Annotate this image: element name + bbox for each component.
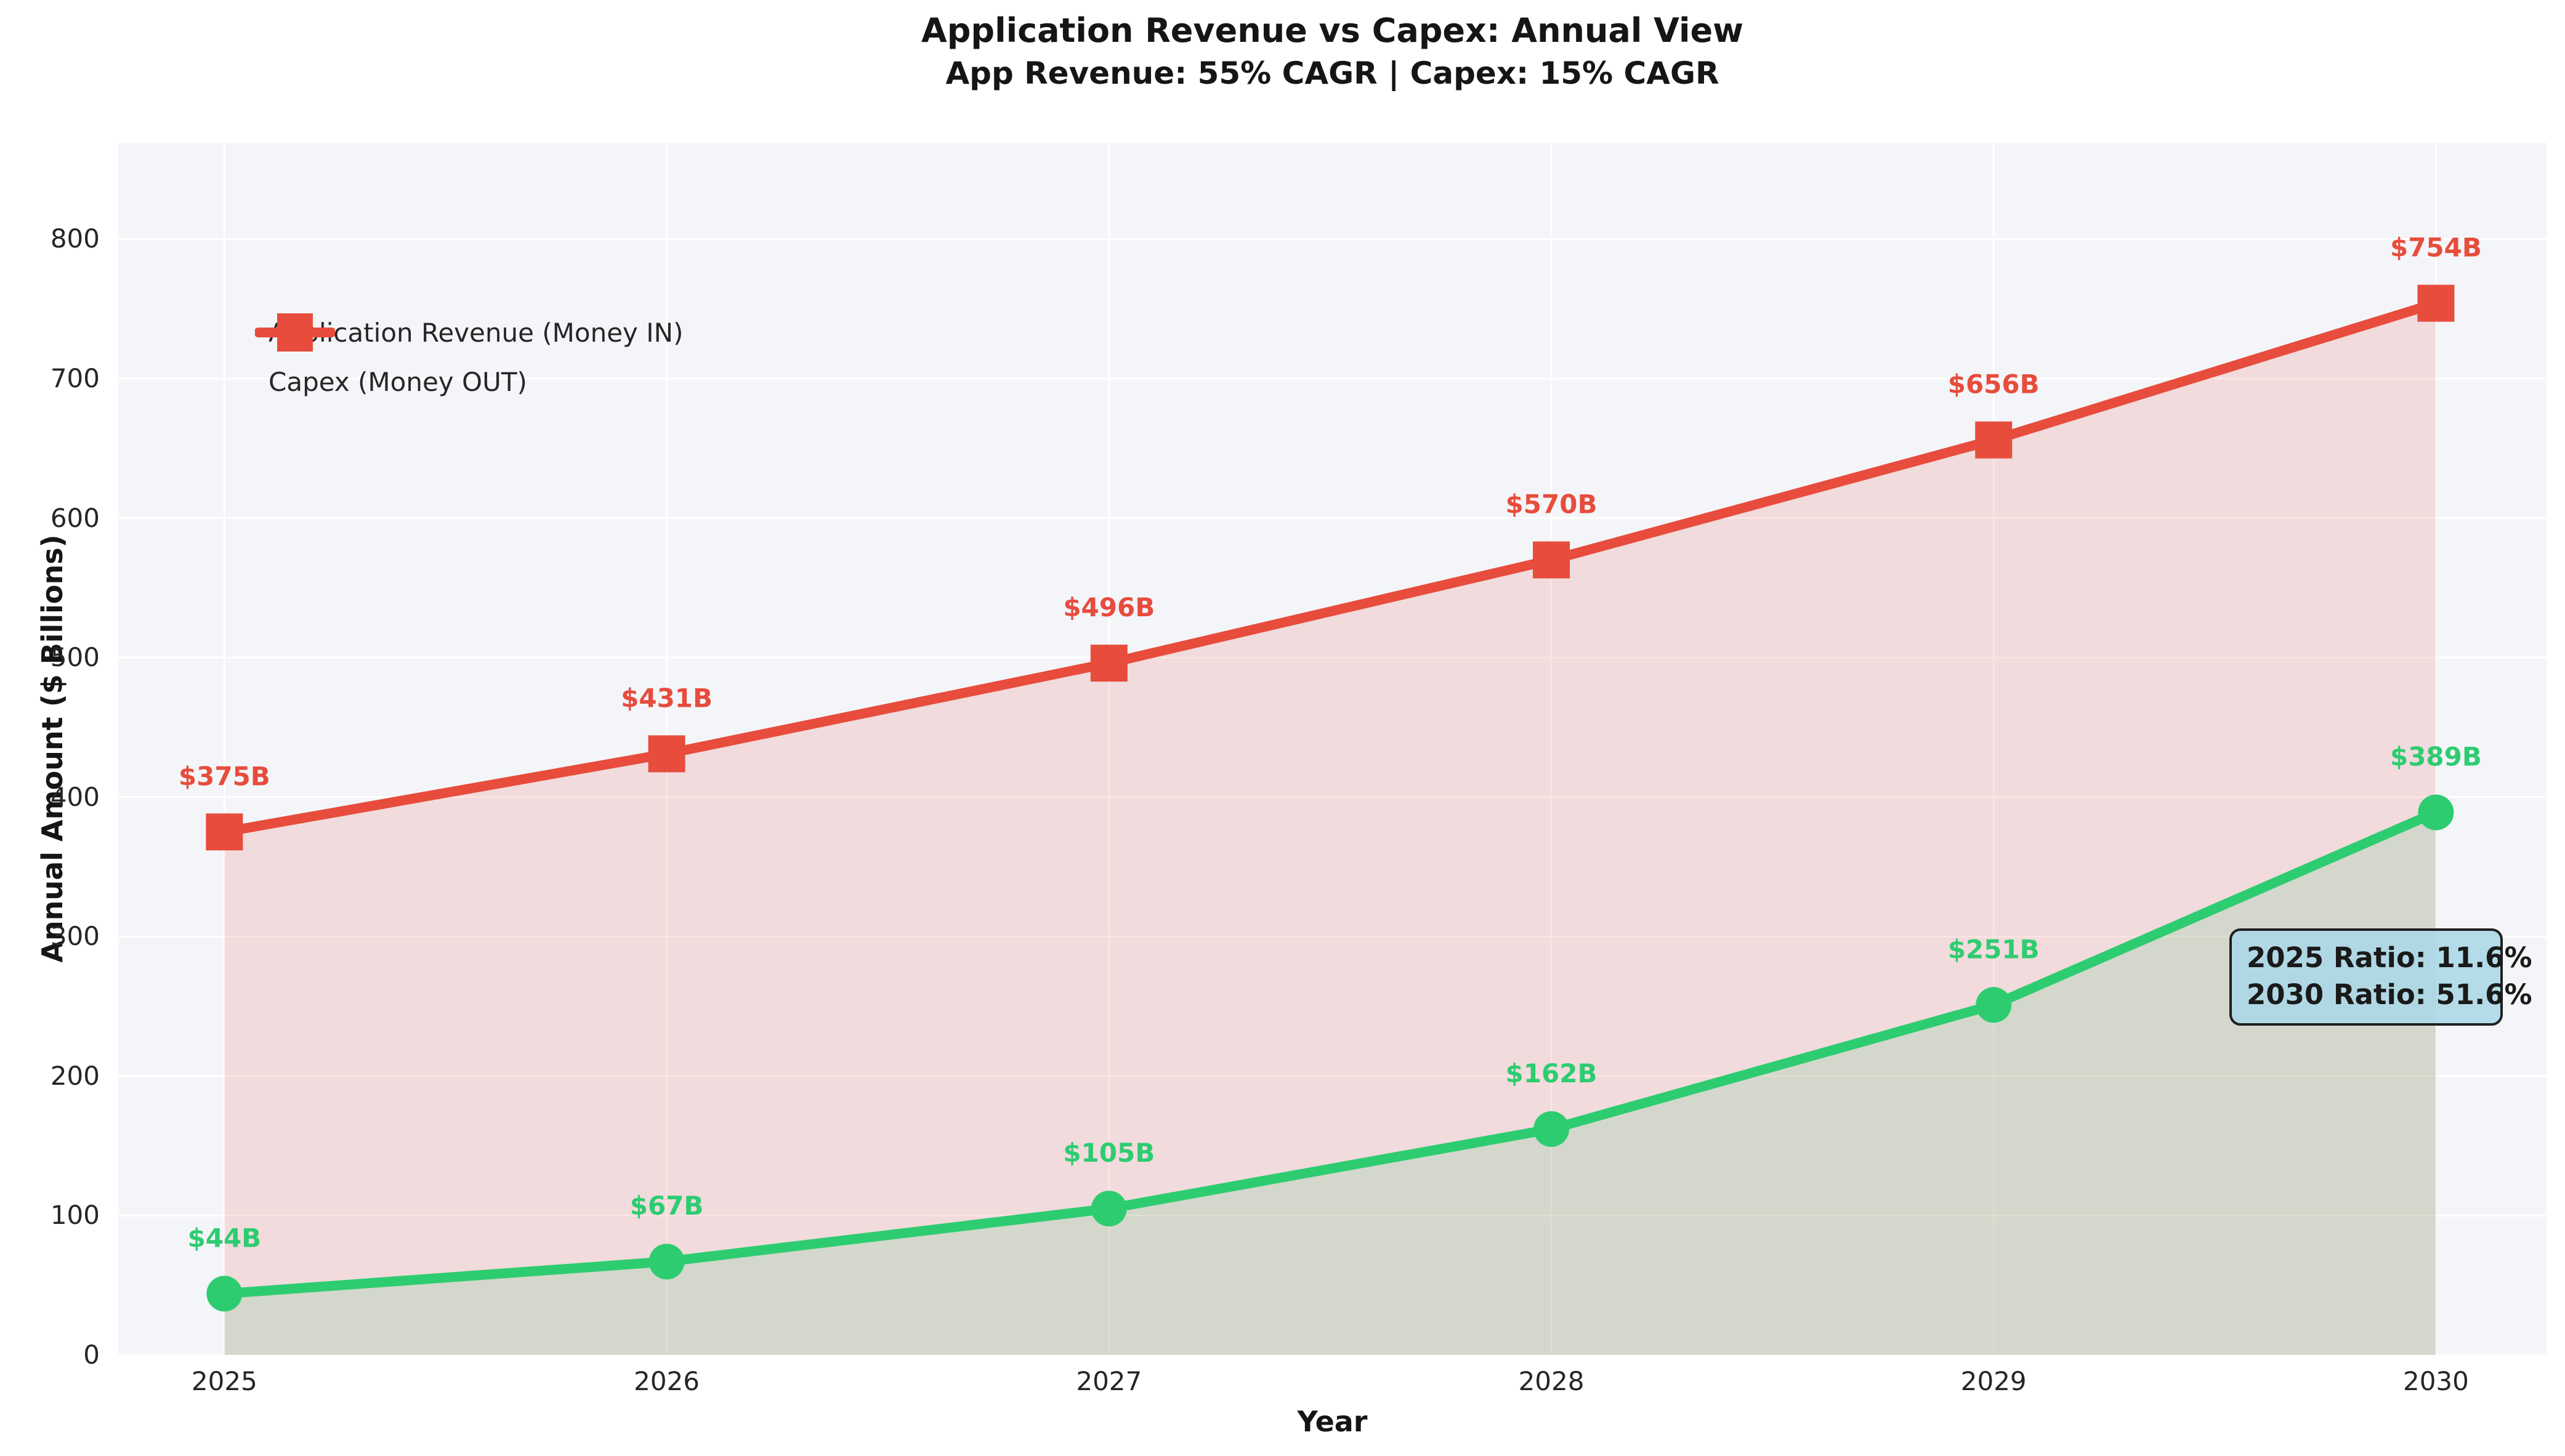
y-tick-label: 500 [50,642,100,673]
x-tick-label: 2028 [1518,1366,1585,1396]
plot-area: $44B $67B $105B $162B $251B $389B $375B $431B $4… [118,143,2547,1355]
point-label: $44B [188,1223,262,1253]
marker-circle [1976,987,2012,1023]
marker-square [648,735,685,773]
area-fill-revenue [224,812,2436,1355]
point-label: $67B [630,1191,704,1221]
point-label: $105B [1063,1138,1155,1168]
legend-label-revenue: Application Revenue (Money IN) [269,317,684,348]
marker-square [1090,645,1128,682]
y-tick-label: 300 [50,921,100,952]
x-axis-title: Year [1297,1405,1368,1438]
ratio-annotation-box: 2025 Ratio: 11.6% 2030 Ratio: 51.6% [2229,928,2532,1026]
marker-square [206,813,243,851]
marker-circle [1091,1191,1127,1227]
chart-title: Application Revenue vs Capex: Annual Vie… [921,11,1744,50]
chart-canvas: $44B $67B $105B $162B $251B $389B $375B $431B $4… [118,143,2547,1355]
x-tick-label: 2030 [2402,1366,2469,1396]
y-tick-label: 100 [50,1200,100,1231]
x-tick-label: 2029 [1960,1366,2027,1396]
x-tick-label: 2026 [634,1366,700,1396]
marker-circle [206,1276,243,1312]
capex-line-square-marker-icon [255,313,335,352]
point-label: $570B [1506,489,1598,519]
x-tick-label: 2025 [191,1366,257,1396]
point-label: $754B [2390,233,2482,263]
point-label: $496B [1063,592,1155,622]
marker-circle [2418,794,2454,831]
legend-item-capex: Capex (Money OUT) [255,313,683,406]
legend: Application Revenue (Money IN) Capex (Mo… [255,308,683,406]
area-fill-capex [224,303,2436,1355]
y-tick-label: 400 [50,781,100,812]
y-tick-label: 0 [83,1340,100,1370]
y-tick-label: 200 [50,1060,100,1091]
line-revenue [219,807,2441,1299]
point-label: $375B [179,761,270,791]
ratio-annotation-line1: 2025 Ratio: 11.6% [2247,941,2532,974]
marker-square [1975,421,2013,459]
y-tick-label: 800 [50,223,100,254]
point-label: $162B [1506,1058,1598,1088]
marker-circle [1533,1111,1570,1147]
point-label: $251B [1948,934,2040,964]
ratio-annotation-line2: 2030 Ratio: 51.6% [2247,978,2532,1011]
chart-subtitle: App Revenue: 55% CAGR | Capex: 15% CAGR [945,55,1719,91]
marker-square [2417,284,2455,322]
marker-square [1533,541,1570,579]
point-label: $389B [2390,742,2482,772]
point-label: $431B [621,683,713,713]
title-block: Application Revenue vs Capex: Annual Vie… [118,9,2547,94]
marker-circle [648,1244,685,1280]
y-tick-label: 600 [50,502,100,533]
x-tick-label: 2027 [1076,1366,1142,1396]
point-label: $656B [1948,369,2040,400]
legend-label-capex: Capex (Money OUT) [269,366,527,397]
line-capex [219,298,2441,837]
y-tick-label: 700 [50,363,100,393]
